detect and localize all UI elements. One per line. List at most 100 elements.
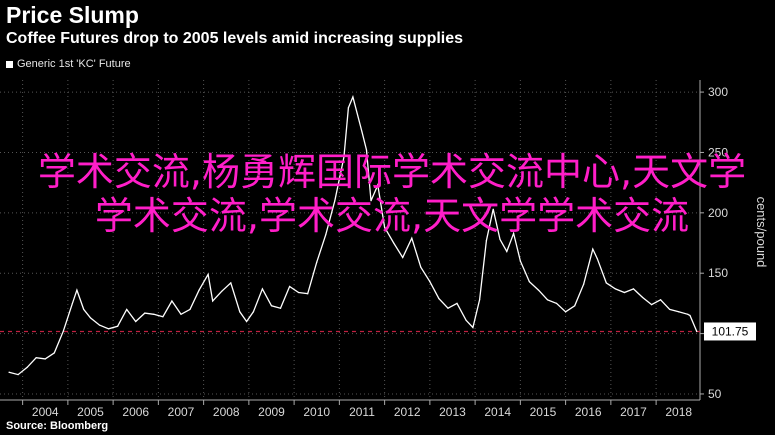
data-point bbox=[438, 297, 440, 300]
data-point bbox=[212, 300, 214, 302]
data-point bbox=[198, 289, 200, 291]
data-point bbox=[89, 317, 92, 319]
data-point bbox=[279, 307, 282, 309]
data-point bbox=[528, 281, 531, 283]
data-point bbox=[8, 371, 10, 373]
x-tick-label: 2006 bbox=[122, 405, 149, 419]
x-tick-label: 2018 bbox=[665, 405, 692, 419]
data-point bbox=[614, 288, 616, 290]
data-point bbox=[53, 352, 55, 354]
data-point bbox=[499, 238, 501, 240]
x-tick-label: 2007 bbox=[168, 405, 195, 419]
chart-subtitle: Coffee Futures drop to 2005 levels amid … bbox=[6, 30, 464, 47]
data-point bbox=[574, 305, 576, 307]
data-point bbox=[221, 290, 223, 292]
x-tick-label: 2010 bbox=[303, 405, 330, 419]
data-point bbox=[325, 233, 327, 236]
chart-title: Price Slump bbox=[6, 2, 139, 28]
data-point bbox=[180, 313, 182, 315]
data-point bbox=[246, 320, 248, 323]
legend-swatch bbox=[6, 60, 13, 68]
data-point bbox=[44, 358, 46, 360]
data-point bbox=[365, 149, 368, 151]
data-point bbox=[76, 289, 78, 291]
data-point bbox=[596, 258, 598, 260]
data-point bbox=[230, 282, 232, 284]
x-tick-label: 2004 bbox=[32, 405, 59, 419]
y-axis-label: cents/pound bbox=[754, 197, 769, 268]
data-point bbox=[126, 308, 128, 311]
data-point bbox=[519, 260, 521, 262]
data-point bbox=[62, 330, 64, 332]
data-point bbox=[456, 302, 458, 304]
data-point bbox=[472, 326, 474, 329]
data-point bbox=[83, 308, 85, 311]
legend: Generic 1st 'KC' Future bbox=[6, 58, 131, 70]
data-point bbox=[347, 107, 350, 109]
data-point bbox=[592, 248, 594, 250]
y-tick-label: 50 bbox=[708, 387, 722, 401]
data-point bbox=[696, 330, 698, 333]
x-tick-label: 2011 bbox=[349, 405, 375, 419]
data-point bbox=[605, 282, 607, 284]
data-point bbox=[370, 200, 372, 202]
data-point bbox=[307, 293, 309, 295]
data-point bbox=[512, 232, 515, 234]
y-tick-label: 250 bbox=[708, 145, 728, 159]
data-point bbox=[555, 302, 558, 304]
y-tick-label: 300 bbox=[708, 85, 728, 99]
x-tick-label: 2005 bbox=[77, 405, 104, 419]
data-point bbox=[17, 374, 19, 376]
data-point bbox=[537, 289, 540, 291]
x-tick-label: 2012 bbox=[394, 405, 421, 419]
data-point bbox=[687, 313, 689, 315]
data-point bbox=[352, 96, 354, 98]
data-point bbox=[411, 237, 413, 239]
data-point bbox=[26, 366, 28, 368]
data-point bbox=[35, 357, 37, 359]
data-point bbox=[479, 299, 481, 301]
x-tick-label: 2014 bbox=[484, 405, 511, 419]
data-point bbox=[632, 288, 635, 290]
data-point bbox=[288, 285, 291, 288]
last-value-box bbox=[704, 322, 756, 341]
x-tick-label: 2017 bbox=[620, 405, 647, 419]
data-point bbox=[623, 291, 626, 294]
data-point bbox=[270, 305, 273, 307]
x-tick-label: 2016 bbox=[575, 405, 602, 419]
data-point bbox=[546, 299, 549, 301]
x-tick-label: 2013 bbox=[439, 405, 466, 419]
data-point bbox=[135, 320, 137, 323]
data-point bbox=[189, 308, 191, 311]
data-point bbox=[343, 156, 345, 158]
data-point bbox=[98, 324, 101, 326]
data-point bbox=[678, 311, 680, 313]
data-point bbox=[506, 250, 508, 253]
data-point bbox=[107, 328, 110, 330]
legend-label: Generic 1st 'KC' Future bbox=[17, 58, 131, 70]
overlay-text: 学术交流,杨勇辉国际学术交流中心,天文学学术交流,学术交流,天文学学术交流 bbox=[37, 150, 747, 238]
data-point bbox=[565, 311, 567, 313]
data-point bbox=[393, 242, 395, 244]
data-point bbox=[641, 296, 644, 298]
data-point bbox=[689, 314, 691, 317]
data-point bbox=[420, 266, 422, 268]
x-tick-label: 2009 bbox=[258, 405, 285, 419]
data-point bbox=[384, 226, 386, 228]
data-point bbox=[485, 240, 488, 242]
data-point bbox=[71, 302, 73, 304]
data-point bbox=[261, 288, 264, 290]
data-point bbox=[162, 316, 164, 318]
data-point bbox=[144, 312, 146, 314]
data-point bbox=[334, 200, 336, 202]
last-value-label: 101.75 bbox=[712, 324, 749, 338]
data-point bbox=[207, 273, 209, 276]
data-point bbox=[171, 300, 173, 302]
data-point bbox=[492, 208, 494, 210]
data-point bbox=[650, 304, 653, 306]
source-label: Source: Bloomberg bbox=[6, 420, 109, 432]
data-point bbox=[465, 319, 467, 321]
data-point bbox=[239, 311, 241, 313]
data-point bbox=[377, 184, 379, 186]
